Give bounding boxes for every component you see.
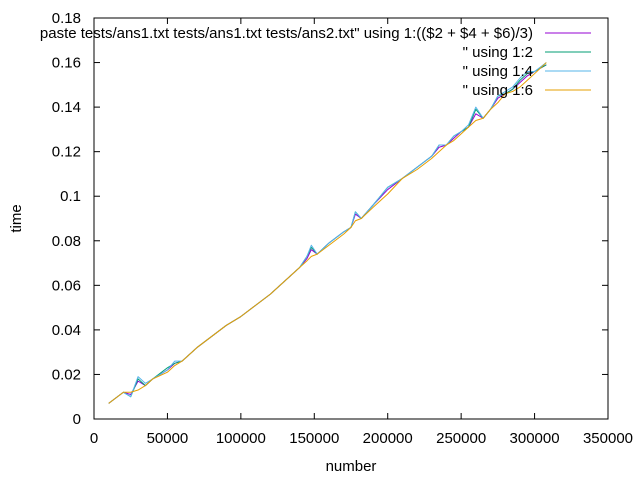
series-line-4 bbox=[108, 62, 547, 404]
x-tick-label: 200000 bbox=[363, 430, 413, 447]
x-tick-label: 0 bbox=[90, 430, 98, 447]
x-axis: 0 50000 100000 150000 200000 250000 300000 3500… bbox=[90, 18, 633, 447]
y-axis-label: time bbox=[8, 204, 25, 232]
x-tick-label: 250000 bbox=[436, 430, 486, 447]
y-tick-label: 0.04 bbox=[52, 322, 81, 339]
legend-entry-label: paste tests/ans1.txt tests/ans1.txt test… bbox=[40, 25, 533, 42]
y-tick-label: 0 bbox=[73, 411, 81, 428]
legend-entry-label: " using 1:4 bbox=[463, 63, 533, 80]
x-tick-label: 350000 bbox=[583, 430, 633, 447]
x-tick-label: 150000 bbox=[289, 430, 339, 447]
plot-series bbox=[108, 62, 547, 404]
y-tick-label: 0.16 bbox=[52, 55, 81, 72]
y-tick-label: 0.08 bbox=[52, 233, 81, 250]
legend-entry-label: " using 1:2 bbox=[463, 44, 533, 61]
x-axis-label: number bbox=[326, 458, 377, 475]
y-tick-label: 0.12 bbox=[52, 144, 81, 161]
legend: paste tests/ans1.txt tests/ans1.txt test… bbox=[40, 25, 591, 99]
y-axis: 0 0.02 0.04 0.06 0.08 0.1 0.12 0.14 0.16 0.18 bbox=[52, 10, 608, 428]
y-tick-label: 0.06 bbox=[52, 277, 81, 294]
legend-entry-label: " using 1:6 bbox=[463, 82, 533, 99]
plot-frame bbox=[93, 17, 609, 420]
y-tick-label: 0.02 bbox=[52, 366, 81, 383]
y-tick-label: 0.18 bbox=[52, 10, 81, 27]
x-tick-label: 50000 bbox=[147, 430, 189, 447]
x-tick-label: 300000 bbox=[510, 430, 560, 447]
y-tick-label: 0.1 bbox=[60, 188, 81, 205]
y-tick-label: 0.14 bbox=[52, 99, 81, 116]
x-tick-label: 100000 bbox=[216, 430, 266, 447]
